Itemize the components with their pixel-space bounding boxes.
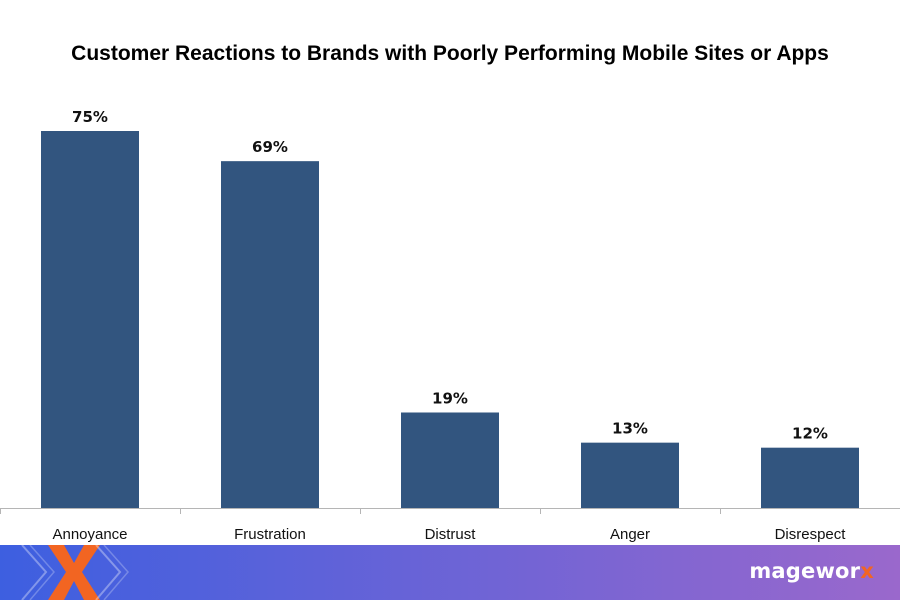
data-label: 13% [612,420,648,438]
brand-footer: mageworx [0,545,900,600]
x-tick-label: Frustration [234,526,306,543]
x-tick-label: Distrust [425,526,477,543]
x-tick-label: Annoyance [52,526,127,543]
footer-gradient [0,545,900,600]
brand-wordmark-accent: x [860,559,874,583]
mageworx-x-logo-icon [21,545,129,600]
bar-chart: 75% Annoyance 69% Frustration 19% Distrust 13%… [0,108,900,543]
bar [761,447,859,508]
bar [41,131,139,508]
bar [581,442,679,508]
data-label: 12% [792,425,828,443]
brand-wordmark-main: magewor [749,559,861,583]
data-label: 69% [252,138,288,156]
x-tick-label: Disrespect [775,526,847,543]
data-label: 19% [432,389,468,407]
brand-wordmark: mageworx [749,559,874,583]
footer-background [0,545,900,600]
bar [401,412,499,508]
x-tick-label: Anger [610,526,650,543]
chart-title: Customer Reactions to Brands with Poorly… [71,42,829,65]
data-label: 75% [72,108,108,126]
bar [221,161,319,508]
